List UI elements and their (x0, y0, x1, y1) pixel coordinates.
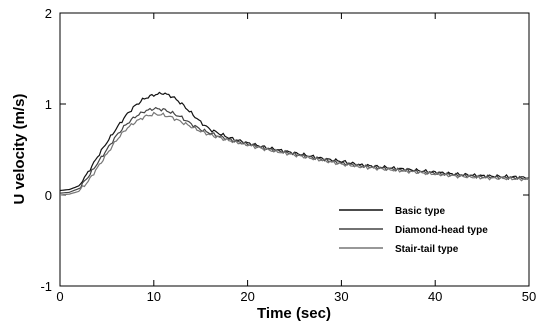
series-group (59, 91, 530, 196)
x-tick-label: 30 (334, 289, 348, 304)
series-line-2 (59, 106, 530, 194)
y-tick-label: 1 (45, 97, 52, 112)
axis-ticks: 0 10 20 30 40 50 -1 0 1 2 (40, 6, 536, 304)
y-tick-label: 2 (45, 6, 52, 21)
series-line-3 (59, 111, 530, 196)
legend: Basic type Diamond-head type Stair-tail ty… (339, 206, 488, 255)
plot-frame (59, 12, 530, 287)
x-tick-label: 20 (240, 289, 254, 304)
legend-label: Stair-tail type (395, 244, 459, 255)
y-tick-label: 0 (45, 188, 52, 203)
x-tick-label: 40 (428, 289, 442, 304)
x-tick-label: 10 (147, 289, 161, 304)
y-axis-label: U velocity (m/s) (11, 94, 28, 205)
legend-label: Basic type (395, 206, 445, 217)
x-tick-label: 50 (522, 289, 536, 304)
y-tick-label: -1 (40, 279, 52, 294)
x-tick-label: 0 (56, 289, 63, 304)
legend-label: Diamond-head type (395, 225, 488, 236)
x-axis-label: Time (sec) (257, 305, 331, 322)
